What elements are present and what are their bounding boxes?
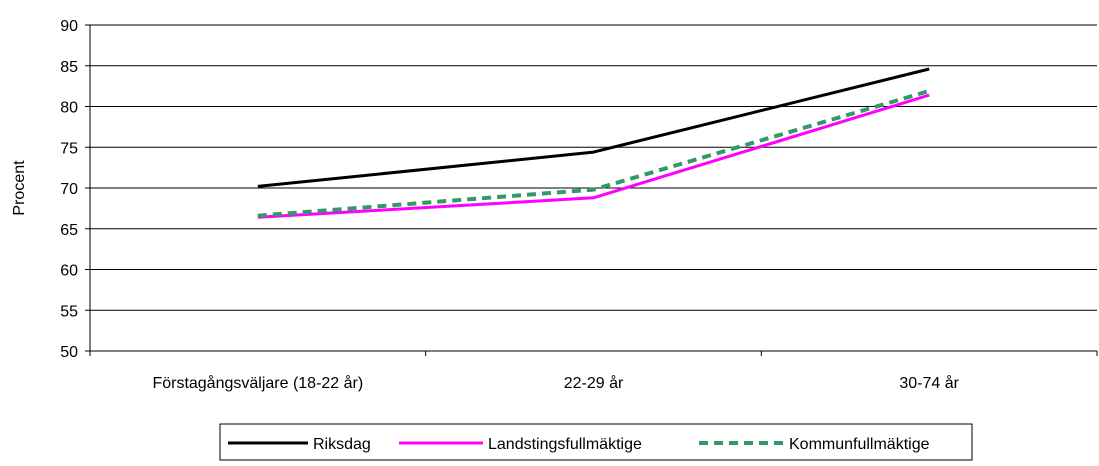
legend-box xyxy=(219,423,973,461)
y-tick-label: 90 xyxy=(60,18,78,35)
legend-label: Kommunfullmäktige xyxy=(789,436,930,453)
axes xyxy=(85,24,1098,356)
x-tick-label: 30-74 år xyxy=(899,374,959,392)
y-tick-label: 75 xyxy=(60,140,78,157)
y-tick-label: 85 xyxy=(60,59,78,76)
y-axis-title: Procent xyxy=(11,160,28,216)
y-tick-label: 50 xyxy=(60,344,78,361)
x-tick-label: 22-29 år xyxy=(564,374,624,392)
legend-label: Riksdag xyxy=(313,436,371,453)
y-tick-label: 55 xyxy=(60,303,78,320)
y-tick-label: 80 xyxy=(60,100,78,117)
y-tick-label: 65 xyxy=(60,222,78,239)
series-line xyxy=(257,89,930,218)
series-lines xyxy=(257,67,930,219)
y-tick-label: 60 xyxy=(60,263,78,280)
x-tick-label: Förstagångsväljare (18-22 år) xyxy=(152,374,363,392)
series-line xyxy=(257,67,930,188)
gridlines xyxy=(90,24,1097,311)
tick-labels: 50 55 60 65 70 75 80 85 90 Förstagångsväljare (18… xyxy=(60,18,959,392)
series-line xyxy=(257,93,930,219)
y-tick-label: 70 xyxy=(60,181,78,198)
legend-label: Landstingsfullmäktige xyxy=(488,436,642,453)
legend: Riksdag Landstingsfullmäktige Kommunfullmä… xyxy=(219,423,973,461)
